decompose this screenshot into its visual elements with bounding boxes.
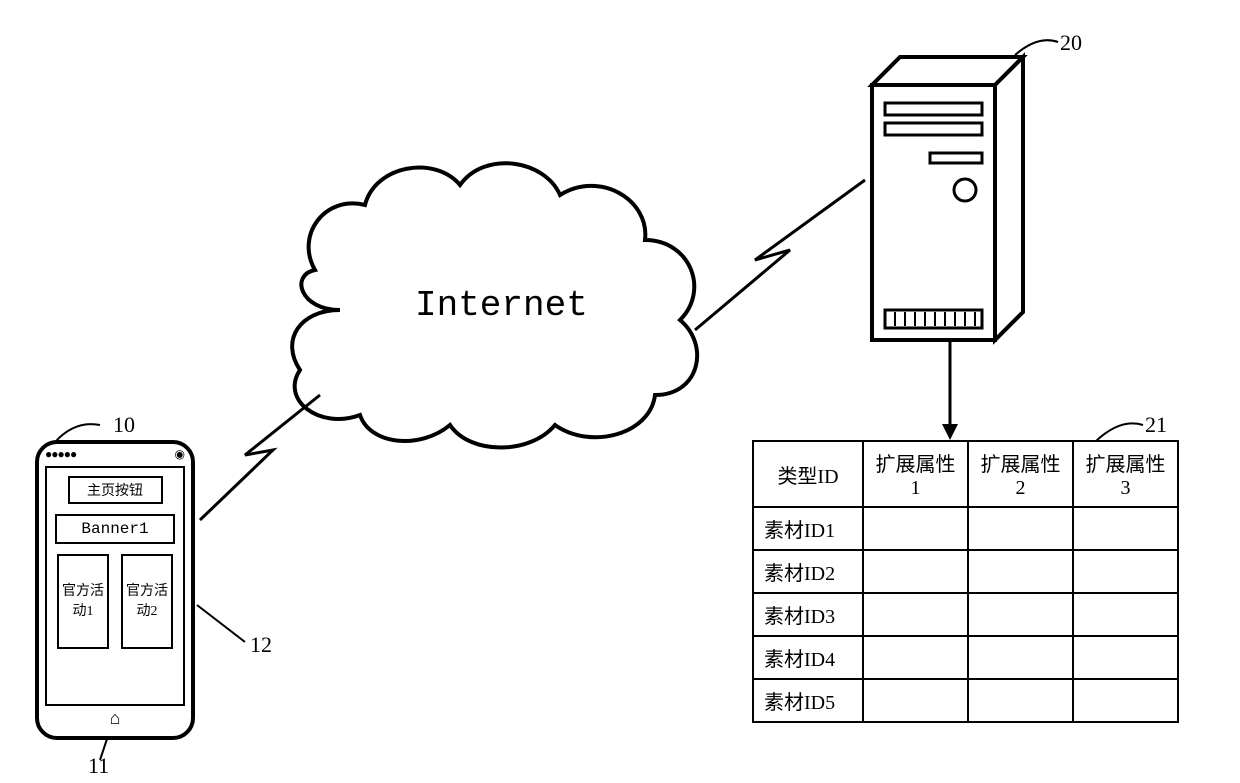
phone-wifi-icon: ◉ xyxy=(175,447,185,464)
table-header-row: 类型ID 扩展属性1 扩展属性2 扩展属性3 xyxy=(753,441,1178,507)
phone-card-2: 官方活动2 xyxy=(121,554,173,649)
ref-label-11: 11 xyxy=(88,753,109,779)
table-cell: 素材ID5 xyxy=(753,679,863,722)
ref-label-10: 10 xyxy=(113,412,135,438)
table-cell: 素材ID4 xyxy=(753,636,863,679)
table-cell xyxy=(968,550,1073,593)
table-cell xyxy=(863,636,968,679)
table-cell xyxy=(968,636,1073,679)
table-row: 素材ID1 xyxy=(753,507,1178,550)
table-cell xyxy=(863,679,968,722)
table-header: 类型ID xyxy=(753,441,863,507)
table-cell: 素材ID1 xyxy=(753,507,863,550)
table-row: 素材ID2 xyxy=(753,550,1178,593)
table-row: 素材ID4 xyxy=(753,636,1178,679)
table-cell xyxy=(1073,679,1178,722)
table-cell: 素材ID3 xyxy=(753,593,863,636)
ref-label-12: 12 xyxy=(250,632,272,658)
table-cell xyxy=(863,593,968,636)
phone-screen: 主页按钮 Banner1 官方活动1 官方活动2 xyxy=(45,466,185,706)
cloud-label: Internet xyxy=(415,285,588,326)
table-cell xyxy=(1073,593,1178,636)
phone-home-button-label: 主页按钮 xyxy=(68,476,163,504)
table-cell: 素材ID2 xyxy=(753,550,863,593)
ref-label-21: 21 xyxy=(1145,412,1167,438)
ref-label-20: 20 xyxy=(1060,30,1082,56)
table-cell xyxy=(968,507,1073,550)
table-cell xyxy=(863,550,968,593)
table-cell xyxy=(1073,636,1178,679)
phone-card-row: 官方活动1 官方活动2 xyxy=(53,554,177,649)
attributes-table: 类型ID 扩展属性1 扩展属性2 扩展属性3 素材ID1 素材ID2 素材ID3… xyxy=(752,440,1179,723)
table-cell xyxy=(1073,507,1178,550)
lightning-cloud-server xyxy=(695,180,865,330)
phone-card-1: 官方活动1 xyxy=(57,554,109,649)
table-cell xyxy=(1073,550,1178,593)
table-header: 扩展属性3 xyxy=(1073,441,1178,507)
phone-home-icon: ⌂ xyxy=(39,708,191,729)
table-cell xyxy=(968,679,1073,722)
table-cell xyxy=(863,507,968,550)
phone-banner: Banner1 xyxy=(55,514,175,544)
phone-statusbar: ●●●●● ◉ xyxy=(39,444,191,464)
table-cell xyxy=(968,593,1073,636)
table-header: 扩展属性2 xyxy=(968,441,1073,507)
table-header: 扩展属性1 xyxy=(863,441,968,507)
table-row: 素材ID3 xyxy=(753,593,1178,636)
phone-signal-icon: ●●●●● xyxy=(45,447,76,464)
phone-device: ●●●●● ◉ 主页按钮 Banner1 官方活动1 官方活动2 ⌂ xyxy=(35,440,195,740)
table-row: 素材ID5 xyxy=(753,679,1178,722)
server-shape xyxy=(872,57,1023,340)
lightning-phone-cloud xyxy=(200,395,320,520)
